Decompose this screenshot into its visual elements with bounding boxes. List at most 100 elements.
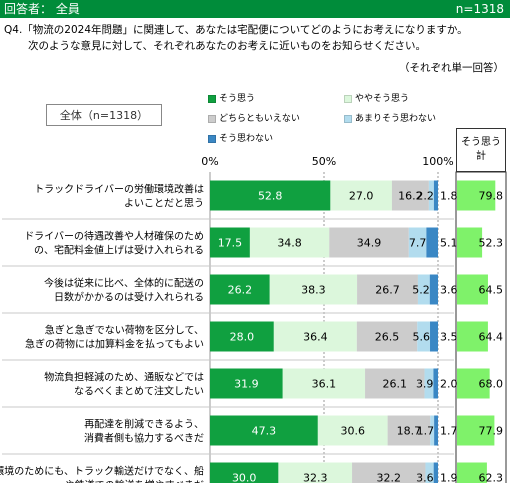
sum-bar xyxy=(457,415,495,446)
legend-swatch-s5 xyxy=(208,135,216,143)
sum-label: 52.3 xyxy=(479,237,504,250)
category-label: 急ぎと急ぎでない荷物を区分して、 xyxy=(45,324,204,337)
bar-segment xyxy=(424,368,434,399)
data-label: 38.3 xyxy=(301,284,326,297)
sum-label: 62.3 xyxy=(479,472,504,483)
data-label: 34.9 xyxy=(357,237,382,250)
sum-bar xyxy=(457,274,488,305)
data-label: 26.5 xyxy=(375,331,400,344)
legend-label-s4: あまりそう思わない xyxy=(355,114,437,124)
bar-segment xyxy=(365,368,425,399)
bar-segment xyxy=(428,180,434,211)
data-label: 27.0 xyxy=(349,190,374,203)
sum-column-box xyxy=(455,171,507,483)
bar-segment xyxy=(210,180,331,211)
bar-segment xyxy=(317,415,388,446)
sum-bar xyxy=(457,368,490,399)
bar-segment xyxy=(434,415,438,446)
bar-segment xyxy=(357,274,418,305)
data-label: 30.0 xyxy=(232,472,257,483)
data-label: 26.2 xyxy=(228,284,253,297)
legend-label-s5: そう思わない xyxy=(219,134,274,144)
category-label: 環境のためにも、トラック輸送だけでなく、船 xyxy=(0,465,204,478)
bar-segment xyxy=(210,415,318,446)
sum-label: 68.0 xyxy=(479,378,504,391)
question-text: Q4.「物流の2024年問題」に関連して、あなたは宅配便についてどのようにお考え… xyxy=(4,22,508,54)
data-label: 28.0 xyxy=(230,331,255,344)
legend-item-s5: そう思わない xyxy=(208,134,273,144)
category-label: トラックドライバーの労働環境改善は xyxy=(34,183,204,196)
bar-segment xyxy=(387,415,431,446)
data-label: 1.8 xyxy=(440,190,458,203)
answer-type-note: （それぞれ単一回答） xyxy=(399,62,504,74)
bar-segment xyxy=(273,321,357,352)
data-label: 31.9 xyxy=(234,378,259,391)
legend-item-s1: そう思う xyxy=(208,94,255,104)
bar-segment xyxy=(330,180,392,211)
category-label: 今後は従来に比べ、全体的に配送の xyxy=(44,277,204,290)
bar-segment xyxy=(429,274,438,305)
data-label: 34.8 xyxy=(277,237,302,250)
sum-label: 77.9 xyxy=(479,425,504,438)
data-label: 3.6 xyxy=(416,472,434,483)
category-label: ドライバーの待遇改善や人材確保のため xyxy=(24,230,204,243)
bar-segment xyxy=(210,227,250,258)
legend-label-s3: どちらともいえない xyxy=(219,114,300,124)
data-label: 32.3 xyxy=(303,472,328,483)
bar-segment xyxy=(430,415,435,446)
bar-segment xyxy=(282,368,366,399)
data-label: 1.7 xyxy=(440,425,458,438)
legend-swatch-s1 xyxy=(208,95,216,103)
category-label: 物流負担軽減のため、通販などでは xyxy=(44,371,204,384)
bar-segment xyxy=(417,274,430,305)
bar-segment xyxy=(249,227,330,258)
sample-size: n=1318 xyxy=(455,2,504,16)
data-label: 3.9 xyxy=(416,378,434,391)
sum-header-line-2: 計 xyxy=(476,151,486,162)
sum-label: 64.4 xyxy=(479,331,504,344)
base-label: 全体（n=1318） xyxy=(46,104,162,126)
bar-segment xyxy=(408,227,427,258)
bar-segment xyxy=(210,321,274,352)
data-label: 1.9 xyxy=(440,472,458,483)
sum-bar xyxy=(457,462,487,483)
sum-header-line-1: そう思う xyxy=(461,137,501,148)
legend-item-s3: どちらともいえない xyxy=(208,114,300,124)
legend-item-s2: ややそう思う xyxy=(344,94,409,104)
category-label: よいことだと思う xyxy=(124,198,204,210)
data-label: 17.5 xyxy=(218,237,243,250)
legend-swatch-s4 xyxy=(344,115,352,123)
data-label: 5.1 xyxy=(440,237,458,250)
data-label: 30.6 xyxy=(340,425,365,438)
category-label: なるべくまとめて注文したい xyxy=(74,385,204,398)
bar-segment xyxy=(417,321,431,352)
data-label: 7.7 xyxy=(409,237,427,250)
data-label: 26.1 xyxy=(383,378,408,391)
data-label: 2.2 xyxy=(416,190,434,203)
bar-segment xyxy=(433,462,438,483)
bar-segment xyxy=(433,180,438,211)
bar-segment xyxy=(391,180,429,211)
bar-segment xyxy=(352,462,426,483)
category-label: の、宅配料金値上げは受け入れられる xyxy=(34,244,204,257)
bar-segment xyxy=(278,462,353,483)
data-label: 2.0 xyxy=(440,378,458,391)
data-label: 18.7 xyxy=(397,425,422,438)
data-label: 3.6 xyxy=(440,284,458,297)
question-line-2: 次のような意見に対して、それぞれあなたのお考えに近いものをお知らせください。 xyxy=(28,40,426,52)
x-tick-label: 100% xyxy=(422,155,453,168)
data-label: 36.1 xyxy=(312,378,337,391)
category-label: 急ぎの荷物には加算料金を払ってもよい xyxy=(25,338,204,351)
question-line-1: Q4.「物流の2024年問題」に関連して、あなたは宅配便についてどのようにお考え… xyxy=(4,24,468,36)
legend-item-s4: あまりそう思わない xyxy=(344,114,436,124)
data-label: 1.7 xyxy=(417,425,435,438)
x-tick-label: 0% xyxy=(201,155,218,168)
bar-segment xyxy=(433,368,438,399)
data-label: 47.3 xyxy=(252,425,277,438)
data-label: 26.7 xyxy=(375,284,400,297)
bar-segment xyxy=(426,227,438,258)
sum-bar xyxy=(457,227,483,258)
data-label: 32.2 xyxy=(377,472,402,483)
category-label: 日数がかかるのは受け入れられる xyxy=(54,291,204,304)
